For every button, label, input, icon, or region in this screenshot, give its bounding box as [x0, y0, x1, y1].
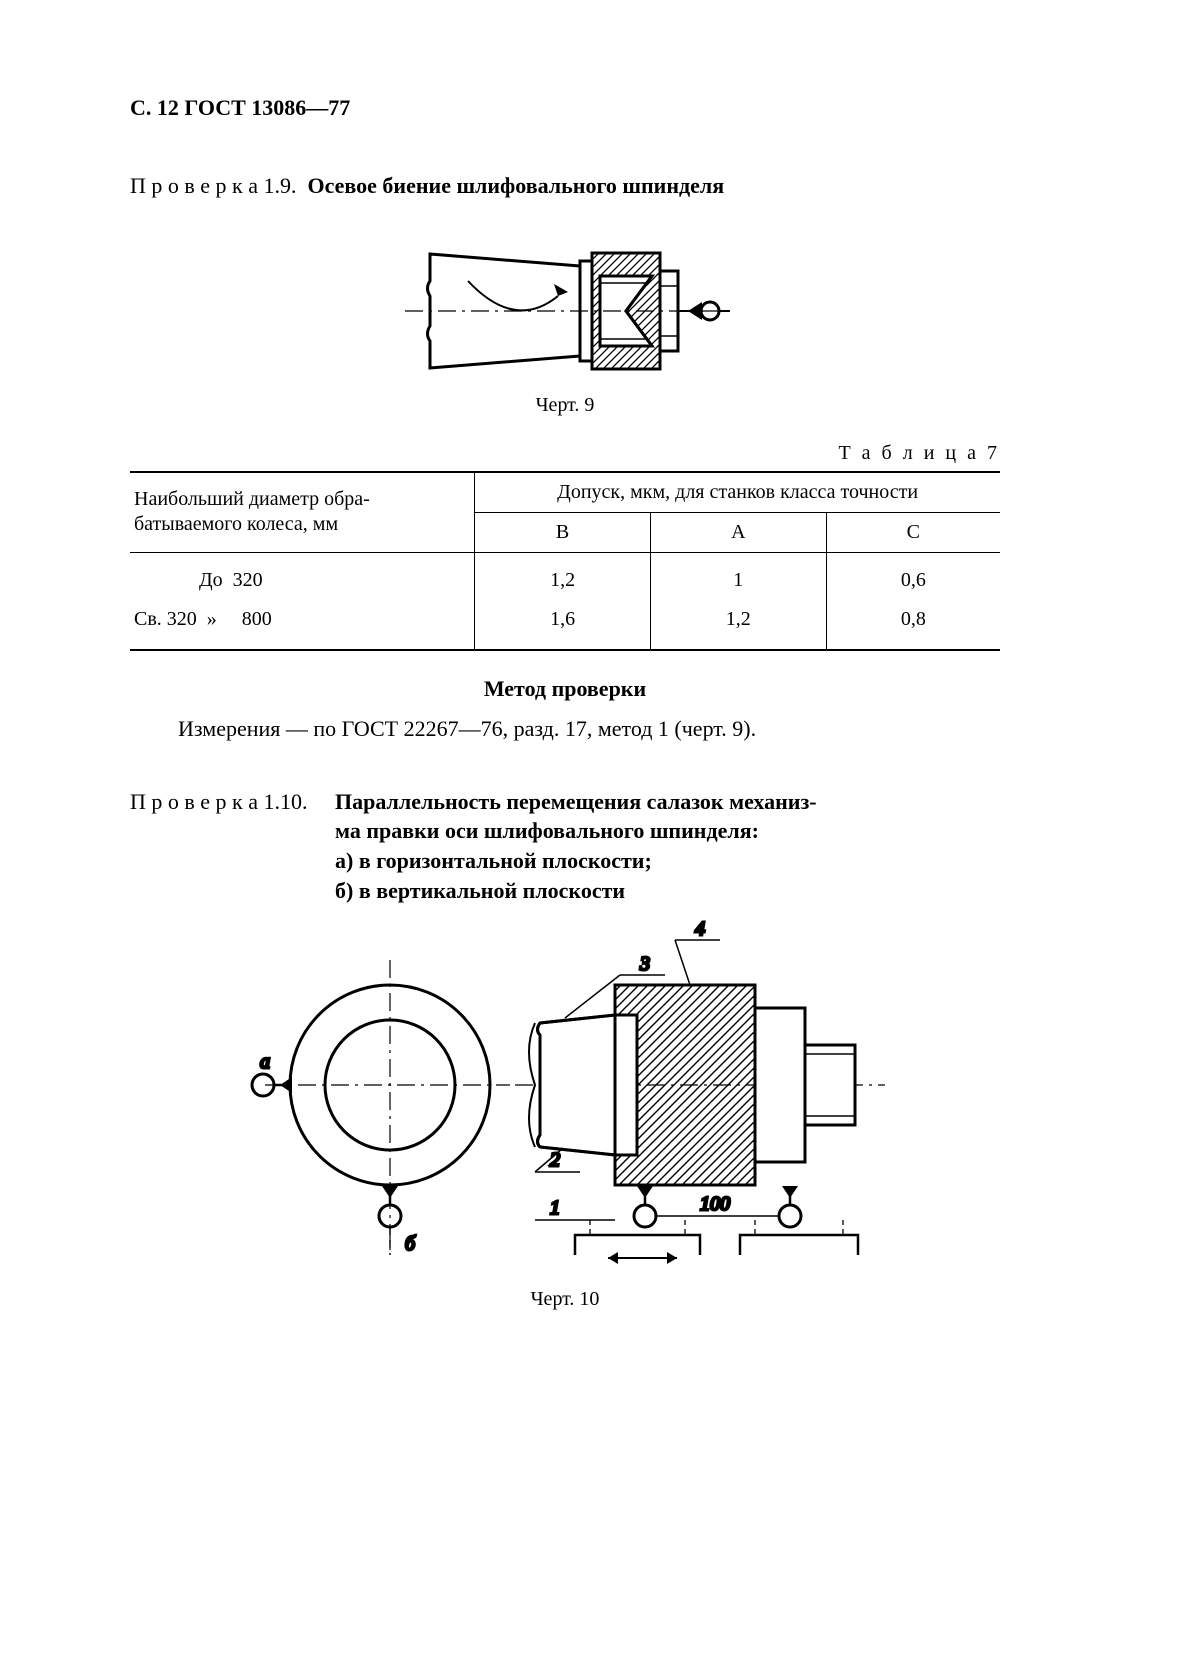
section-1-9-title: П р о в е р к а 1.9. Осевое биение шлифо…	[130, 171, 1000, 201]
table-7-subheader-1: А	[650, 512, 826, 552]
fig10-label-a: а	[260, 1051, 270, 1073]
figure-9-svg	[400, 236, 730, 386]
table-7-r1-v1: 1,2	[650, 602, 826, 650]
fig10-label-b: б	[405, 1233, 416, 1255]
page-header: С. 12 ГОСТ 13086—77	[130, 95, 1000, 121]
section-1-9-prefix: П р о в е р к а 1.9.	[130, 173, 297, 198]
figure-10-svg: а б	[245, 920, 885, 1280]
figure-9: Черт. 9	[400, 236, 730, 417]
sec110-l4: б) в вертикальной плоскости	[335, 878, 625, 903]
section-1-9-heading: Осевое биение шлифовального шпинделя	[308, 173, 725, 198]
figure-10: а б	[245, 920, 885, 1311]
table-7-r0-v1: 1	[650, 552, 826, 602]
fig10-label-2: 2	[550, 1149, 560, 1171]
fig10-label-1: 1	[550, 1197, 560, 1219]
table-7-subheader-2: С	[826, 512, 1000, 552]
table-7-col1-header-l2: батываемого колеса, мм	[134, 513, 338, 535]
table-7-group-header: Допуск, мкм, для станков класса точности	[475, 472, 1000, 513]
section-1-10-heading: Параллельность перемещения салазок механ…	[335, 787, 1000, 906]
table-7-r0-d: До 320	[130, 552, 475, 602]
method-heading: Метод проверки	[130, 676, 1000, 702]
table-row: Св. 320 » 800 1,6 1,2 0,8	[130, 602, 1000, 650]
table-7-r0-v0: 1,2	[475, 552, 651, 602]
table-7-label: Т а б л и ц а 7	[130, 442, 1000, 465]
section-1-10-prefix: П р о в е р к а 1.10.	[130, 787, 335, 906]
method-text: Измерения — по ГОСТ 22267—76, разд. 17, …	[130, 716, 1000, 742]
sec110-l3: а) в горизонтальной плоскости;	[335, 848, 652, 873]
table-7-r1-v0: 1,6	[475, 602, 651, 650]
page-header-text: С. 12 ГОСТ 13086—77	[130, 95, 350, 120]
table-7: Наибольший диаметр обра- батываемого кол…	[130, 471, 1000, 651]
table-7-r1-v2: 0,8	[826, 602, 1000, 650]
table-7-subheader-0: В	[475, 512, 651, 552]
sec110-l2: ма правки оси шлифовального шпинделя:	[335, 818, 759, 843]
section-1-10-title: П р о в е р к а 1.10. Параллельность пер…	[130, 787, 1000, 906]
figure-10-caption: Черт. 10	[245, 1288, 885, 1311]
figure-9-caption: Черт. 9	[400, 394, 730, 417]
table-7-r1-d: Св. 320 » 800	[130, 602, 475, 650]
fig10-label-3: 3	[639, 953, 650, 975]
fig10-label-4: 4	[695, 920, 705, 940]
sec110-l1: Параллельность перемещения салазок механ…	[335, 789, 817, 814]
fig10-dim-100: 100	[700, 1193, 730, 1215]
table-row: До 320 1,2 1 0,6	[130, 552, 1000, 602]
table-7-col1-header-l1: Наибольший диаметр обра-	[134, 488, 370, 510]
table-7-col1-header: Наибольший диаметр обра- батываемого кол…	[130, 472, 475, 553]
table-7-r0-v2: 0,6	[826, 552, 1000, 602]
